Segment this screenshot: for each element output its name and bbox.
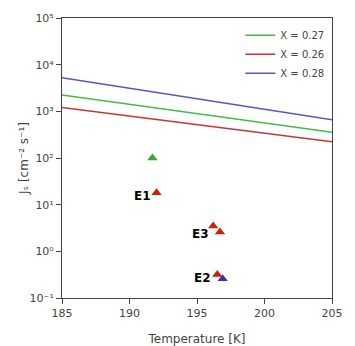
svg-text:10⁻¹: 10⁻¹ (30, 292, 54, 305)
svg-text:X = 0.27: X = 0.27 (280, 30, 324, 41)
svg-text:E1: E1 (134, 189, 151, 203)
svg-text:185: 185 (52, 307, 73, 320)
svg-text:205: 205 (322, 307, 343, 320)
svg-text:190: 190 (119, 307, 140, 320)
svg-text:200: 200 (254, 307, 275, 320)
svg-text:X = 0.28: X = 0.28 (280, 68, 324, 79)
svg-text:10¹: 10¹ (35, 199, 53, 212)
svg-text:195: 195 (187, 307, 208, 320)
svg-text:10⁴: 10⁴ (35, 59, 54, 72)
svg-text:E3: E3 (192, 227, 209, 241)
svg-text:10⁰: 10⁰ (35, 245, 54, 258)
svg-text:E2: E2 (194, 271, 211, 285)
svg-text:10⁵: 10⁵ (35, 12, 53, 25)
svg-text:10³: 10³ (35, 105, 53, 118)
svg-text:Jₛ [cm⁻² s⁻¹]: Jₛ [cm⁻² s⁻¹] (17, 122, 31, 195)
svg-text:10²: 10² (35, 152, 53, 165)
svg-text:Temperature [K]: Temperature [K] (147, 332, 245, 346)
svg-text:X = 0.26: X = 0.26 (280, 49, 324, 60)
